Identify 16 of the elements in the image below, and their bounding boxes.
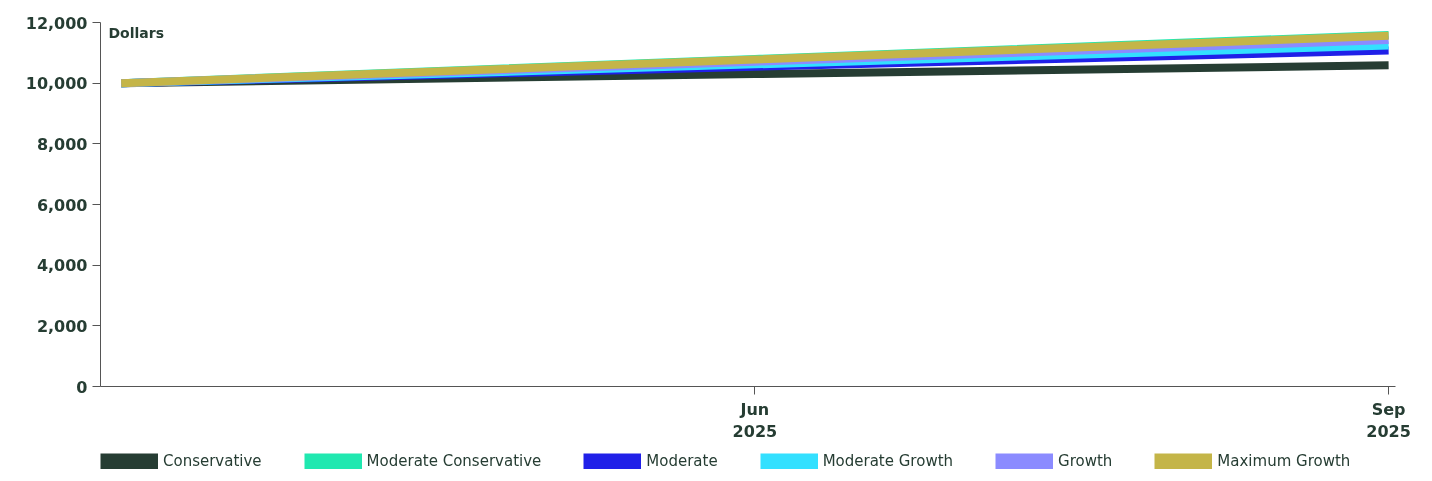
x-tick-label: Jun 2025 — [732, 399, 778, 442]
y-tick-label: 8,000 — [36, 134, 88, 154]
y-tick-label: 12,000 — [25, 13, 88, 33]
y-tick-label: 0 — [76, 377, 88, 397]
y-axis-title: Dollars — [108, 24, 165, 41]
legend-label: Moderate — [646, 452, 718, 470]
legend-label: Maximum Growth — [1217, 452, 1351, 470]
x-tick-label: Sep 2025 — [1366, 399, 1411, 442]
legend-label: Moderate Conservative — [366, 452, 542, 470]
legend-label: Growth — [1058, 452, 1113, 470]
y-tick-label: 2,000 — [36, 316, 88, 336]
legend-label: Moderate Growth — [822, 452, 954, 470]
y-tick-label: 6,000 — [36, 195, 88, 215]
legend-label: Conservative — [163, 452, 262, 470]
y-tick-label: 4,000 — [36, 256, 88, 276]
y-tick-label: 10,000 — [25, 74, 88, 94]
